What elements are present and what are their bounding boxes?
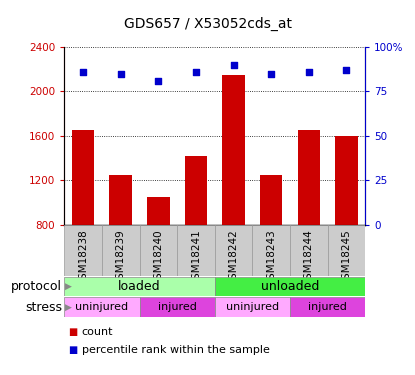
Point [268,70,274,76]
Bar [147,197,170,225]
Bar [260,175,283,225]
Text: GSM18238: GSM18238 [78,229,88,286]
Text: GSM18240: GSM18240 [154,229,164,286]
Text: GDS657 / X53052cds_at: GDS657 / X53052cds_at [124,17,291,31]
Bar [290,297,365,317]
Bar [139,297,215,317]
Text: ■: ■ [68,345,78,355]
Bar [64,277,215,296]
Bar [72,130,95,225]
Text: GSM18239: GSM18239 [116,229,126,286]
Text: ▶: ▶ [65,303,72,312]
Bar [215,225,252,276]
Bar [139,225,177,276]
Bar [102,225,139,276]
Point [305,69,312,75]
Text: percentile rank within the sample: percentile rank within the sample [82,345,270,355]
Bar [64,297,139,317]
Point [343,67,350,73]
Text: injured: injured [308,302,347,312]
Text: count: count [82,327,113,337]
Bar [64,225,102,276]
Bar [298,130,320,225]
Bar [252,225,290,276]
Text: stress: stress [25,301,62,313]
Text: GSM18245: GSM18245 [342,229,352,286]
Text: GSM18244: GSM18244 [304,229,314,286]
Text: loaded: loaded [118,280,161,293]
Text: protocol: protocol [11,280,62,293]
Point [80,69,86,75]
Text: unloaded: unloaded [261,280,319,293]
Text: GSM18241: GSM18241 [191,229,201,286]
Bar [215,297,290,317]
Text: uninjured: uninjured [226,302,279,312]
Point [193,69,199,75]
Bar [185,156,207,225]
Text: injured: injured [158,302,197,312]
Bar [177,225,215,276]
Bar [327,225,365,276]
Bar [222,75,245,225]
Text: GSM18242: GSM18242 [229,229,239,286]
Bar [215,277,365,296]
Bar [110,175,132,225]
Text: GSM18243: GSM18243 [266,229,276,286]
Text: uninjured: uninjured [76,302,129,312]
Text: ■: ■ [68,327,78,337]
Text: ▶: ▶ [65,282,72,291]
Point [230,62,237,68]
Point [117,70,124,76]
Point [155,78,162,84]
Bar [335,136,358,225]
Bar [290,225,327,276]
